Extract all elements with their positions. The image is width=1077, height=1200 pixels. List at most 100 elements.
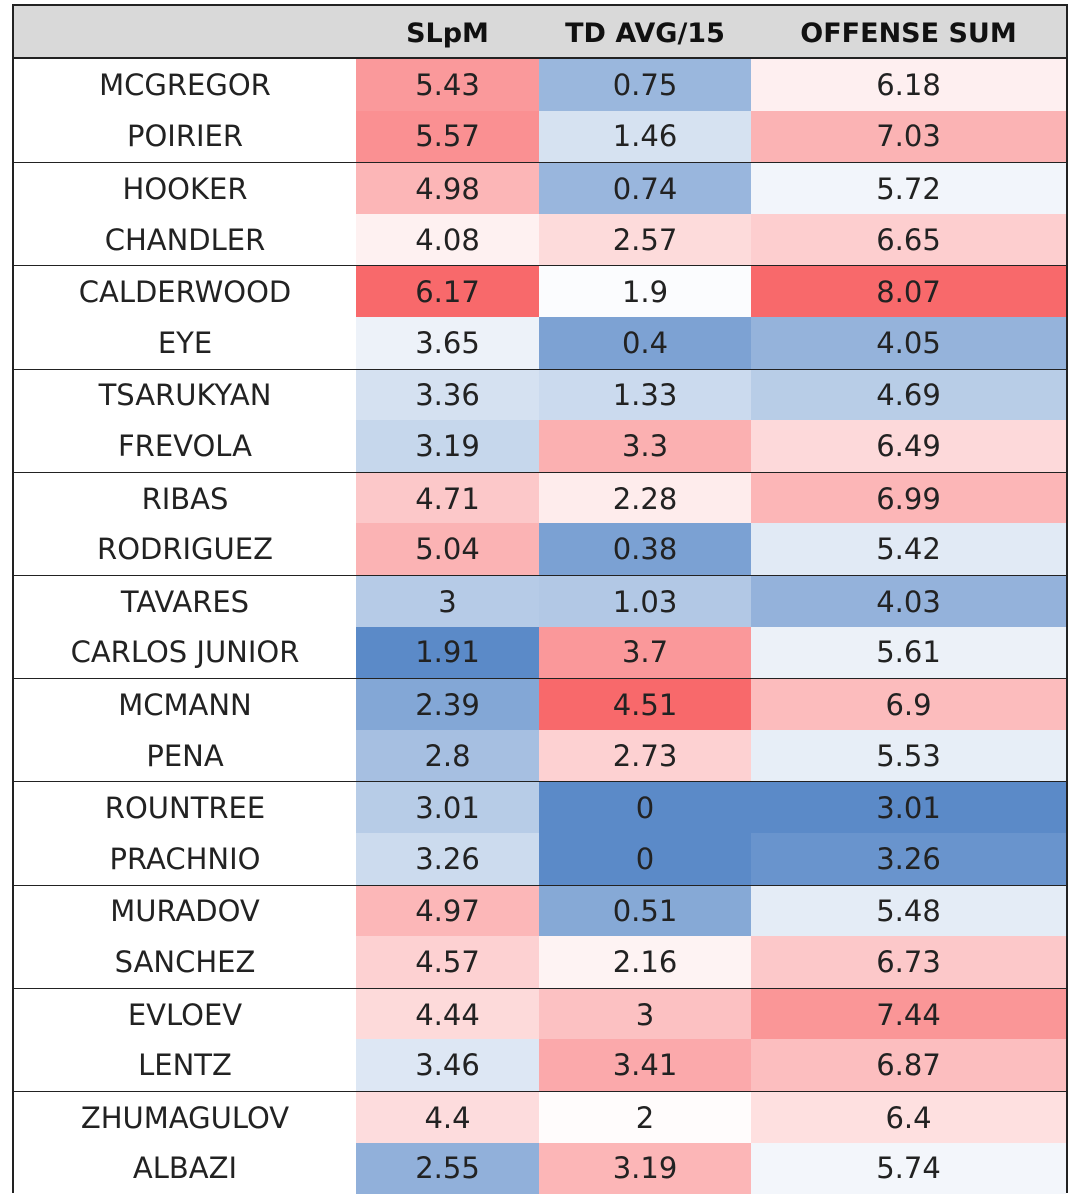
td-avg-cell: 2.16 bbox=[539, 936, 751, 988]
slpm-cell: 5.57 bbox=[356, 110, 539, 163]
table-row: EVLOEV 4.44 3 7.44 bbox=[14, 987, 1066, 1041]
td-avg-cell: 0.75 bbox=[539, 59, 751, 111]
slpm-cell: 4.98 bbox=[356, 163, 539, 215]
fighter-name: EYE bbox=[14, 317, 356, 369]
fighter-name: TAVARES bbox=[14, 576, 356, 628]
td-avg-cell: 2 bbox=[539, 1092, 751, 1144]
offense-sum-cell: 7.44 bbox=[751, 988, 1066, 1041]
fighter-name: MCGREGOR bbox=[14, 59, 356, 111]
offense-sum-cell: 6.73 bbox=[751, 936, 1066, 988]
offense-sum-cell: 4.03 bbox=[751, 576, 1066, 628]
offense-sum-cell: 4.69 bbox=[751, 369, 1066, 422]
slpm-cell: 5.43 bbox=[356, 59, 539, 111]
slpm-cell: 4.44 bbox=[356, 988, 539, 1041]
offense-sum-cell: 3.01 bbox=[751, 782, 1066, 834]
offense-sum-cell: 6.65 bbox=[751, 213, 1066, 266]
offense-sum-cell: 6.18 bbox=[751, 59, 1066, 111]
td-avg-cell: 1.46 bbox=[539, 110, 751, 163]
slpm-cell: 3.65 bbox=[356, 317, 539, 369]
fighter-name: TSARUKYAN bbox=[14, 369, 356, 422]
td-avg-cell: 1.03 bbox=[539, 576, 751, 628]
td-avg-cell: 0 bbox=[539, 782, 751, 834]
fighter-name: EVLOEV bbox=[14, 988, 356, 1041]
offense-sum-cell: 6.99 bbox=[751, 472, 1066, 525]
td-avg-cell: 1.33 bbox=[539, 369, 751, 422]
fighter-name: SANCHEZ bbox=[14, 936, 356, 988]
offense-sum-cell: 5.61 bbox=[751, 626, 1066, 679]
offense-sum-cell: 6.9 bbox=[751, 679, 1066, 731]
offense-sum-cell: 5.48 bbox=[751, 885, 1066, 938]
slpm-cell: 2.55 bbox=[356, 1142, 539, 1195]
td-avg-cell: 3.41 bbox=[539, 1039, 751, 1091]
slpm-cell: 3 bbox=[356, 576, 539, 628]
table-row: ROUNTREE 3.01 0 3.01 bbox=[14, 781, 1066, 834]
table-row: MCGREGOR 5.43 0.75 6.18 bbox=[14, 59, 1066, 111]
header-row: SLpM TD AVG/15 OFFENSE SUM bbox=[14, 6, 1066, 59]
offense-sum-cell: 5.74 bbox=[751, 1142, 1066, 1195]
table-row: FREVOLA 3.19 3.3 6.49 bbox=[14, 420, 1066, 472]
td-avg-cell: 3.19 bbox=[539, 1142, 751, 1195]
header-td-avg: TD AVG/15 bbox=[565, 18, 725, 49]
table-row: TSARUKYAN 3.36 1.33 4.69 bbox=[14, 368, 1066, 422]
offense-sum-cell: 5.53 bbox=[751, 729, 1066, 782]
table-row: LENTZ 3.46 3.41 6.87 bbox=[14, 1039, 1066, 1091]
td-avg-cell: 0.51 bbox=[539, 885, 751, 938]
table-row: CHANDLER 4.08 2.57 6.65 bbox=[14, 213, 1066, 266]
offense-sum-cell: 5.42 bbox=[751, 523, 1066, 575]
td-avg-cell: 1.9 bbox=[539, 266, 751, 318]
table-row: EYE 3.65 0.4 4.05 bbox=[14, 317, 1066, 369]
fighter-name: CARLOS JUNIOR bbox=[14, 626, 356, 679]
offense-stats-table: SLpM TD AVG/15 OFFENSE SUM MCGREGOR 5.43 0… bbox=[12, 4, 1068, 1195]
fighter-name: PENA bbox=[14, 729, 356, 782]
table-row: TAVARES 3 1.03 4.03 bbox=[14, 575, 1066, 628]
fighter-name: ZHUMAGULOV bbox=[14, 1092, 356, 1144]
offense-sum-cell: 6.49 bbox=[751, 420, 1066, 472]
slpm-cell: 3.26 bbox=[356, 833, 539, 885]
td-avg-cell: 2.57 bbox=[539, 213, 751, 266]
fighter-name: LENTZ bbox=[14, 1039, 356, 1091]
fighter-name: RIBAS bbox=[14, 472, 356, 525]
fighter-name: PRACHNIO bbox=[14, 833, 356, 885]
table-row: MCMANN 2.39 4.51 6.9 bbox=[14, 678, 1066, 731]
header-slpm: SLpM bbox=[406, 18, 489, 49]
table-row: PENA 2.8 2.73 5.53 bbox=[14, 729, 1066, 782]
slpm-cell: 3.46 bbox=[356, 1039, 539, 1091]
td-avg-cell: 0.74 bbox=[539, 163, 751, 215]
td-avg-cell: 0.4 bbox=[539, 317, 751, 369]
header-offense-sum: OFFENSE SUM bbox=[800, 18, 1017, 49]
slpm-cell: 5.04 bbox=[356, 523, 539, 575]
td-avg-cell: 4.51 bbox=[539, 679, 751, 731]
table-row: HOOKER 4.98 0.74 5.72 bbox=[14, 162, 1066, 215]
fighter-name: RODRIGUEZ bbox=[14, 523, 356, 575]
fighter-name: FREVOLA bbox=[14, 420, 356, 472]
table-row: RODRIGUEZ 5.04 0.38 5.42 bbox=[14, 523, 1066, 575]
slpm-cell: 3.01 bbox=[356, 782, 539, 834]
fighter-name: ALBAZI bbox=[14, 1142, 356, 1195]
slpm-cell: 2.8 bbox=[356, 729, 539, 782]
table-row: CARLOS JUNIOR 1.91 3.7 5.61 bbox=[14, 626, 1066, 679]
table-row: MURADOV 4.97 0.51 5.48 bbox=[14, 884, 1066, 938]
offense-sum-cell: 5.72 bbox=[751, 163, 1066, 215]
offense-sum-cell: 6.4 bbox=[751, 1092, 1066, 1144]
td-avg-cell: 3.3 bbox=[539, 420, 751, 472]
slpm-cell: 3.19 bbox=[356, 420, 539, 472]
td-avg-cell: 3 bbox=[539, 988, 751, 1041]
td-avg-cell: 0.38 bbox=[539, 523, 751, 575]
fighter-name: CHANDLER bbox=[14, 213, 356, 266]
table-row: SANCHEZ 4.57 2.16 6.73 bbox=[14, 936, 1066, 988]
fighter-name: MCMANN bbox=[14, 679, 356, 731]
fighter-name: ROUNTREE bbox=[14, 782, 356, 834]
offense-sum-cell: 7.03 bbox=[751, 110, 1066, 163]
td-avg-cell: 0 bbox=[539, 833, 751, 885]
td-avg-cell: 3.7 bbox=[539, 626, 751, 679]
slpm-cell: 2.39 bbox=[356, 679, 539, 731]
offense-sum-cell: 8.07 bbox=[751, 266, 1066, 318]
table-row: POIRIER 5.57 1.46 7.03 bbox=[14, 110, 1066, 163]
table-row: ZHUMAGULOV 4.4 2 6.4 bbox=[14, 1091, 1066, 1144]
table-row: RIBAS 4.71 2.28 6.99 bbox=[14, 471, 1066, 525]
slpm-cell: 6.17 bbox=[356, 266, 539, 318]
offense-sum-cell: 6.87 bbox=[751, 1039, 1066, 1091]
slpm-cell: 4.4 bbox=[356, 1092, 539, 1144]
slpm-cell: 4.57 bbox=[356, 936, 539, 988]
td-avg-cell: 2.73 bbox=[539, 729, 751, 782]
